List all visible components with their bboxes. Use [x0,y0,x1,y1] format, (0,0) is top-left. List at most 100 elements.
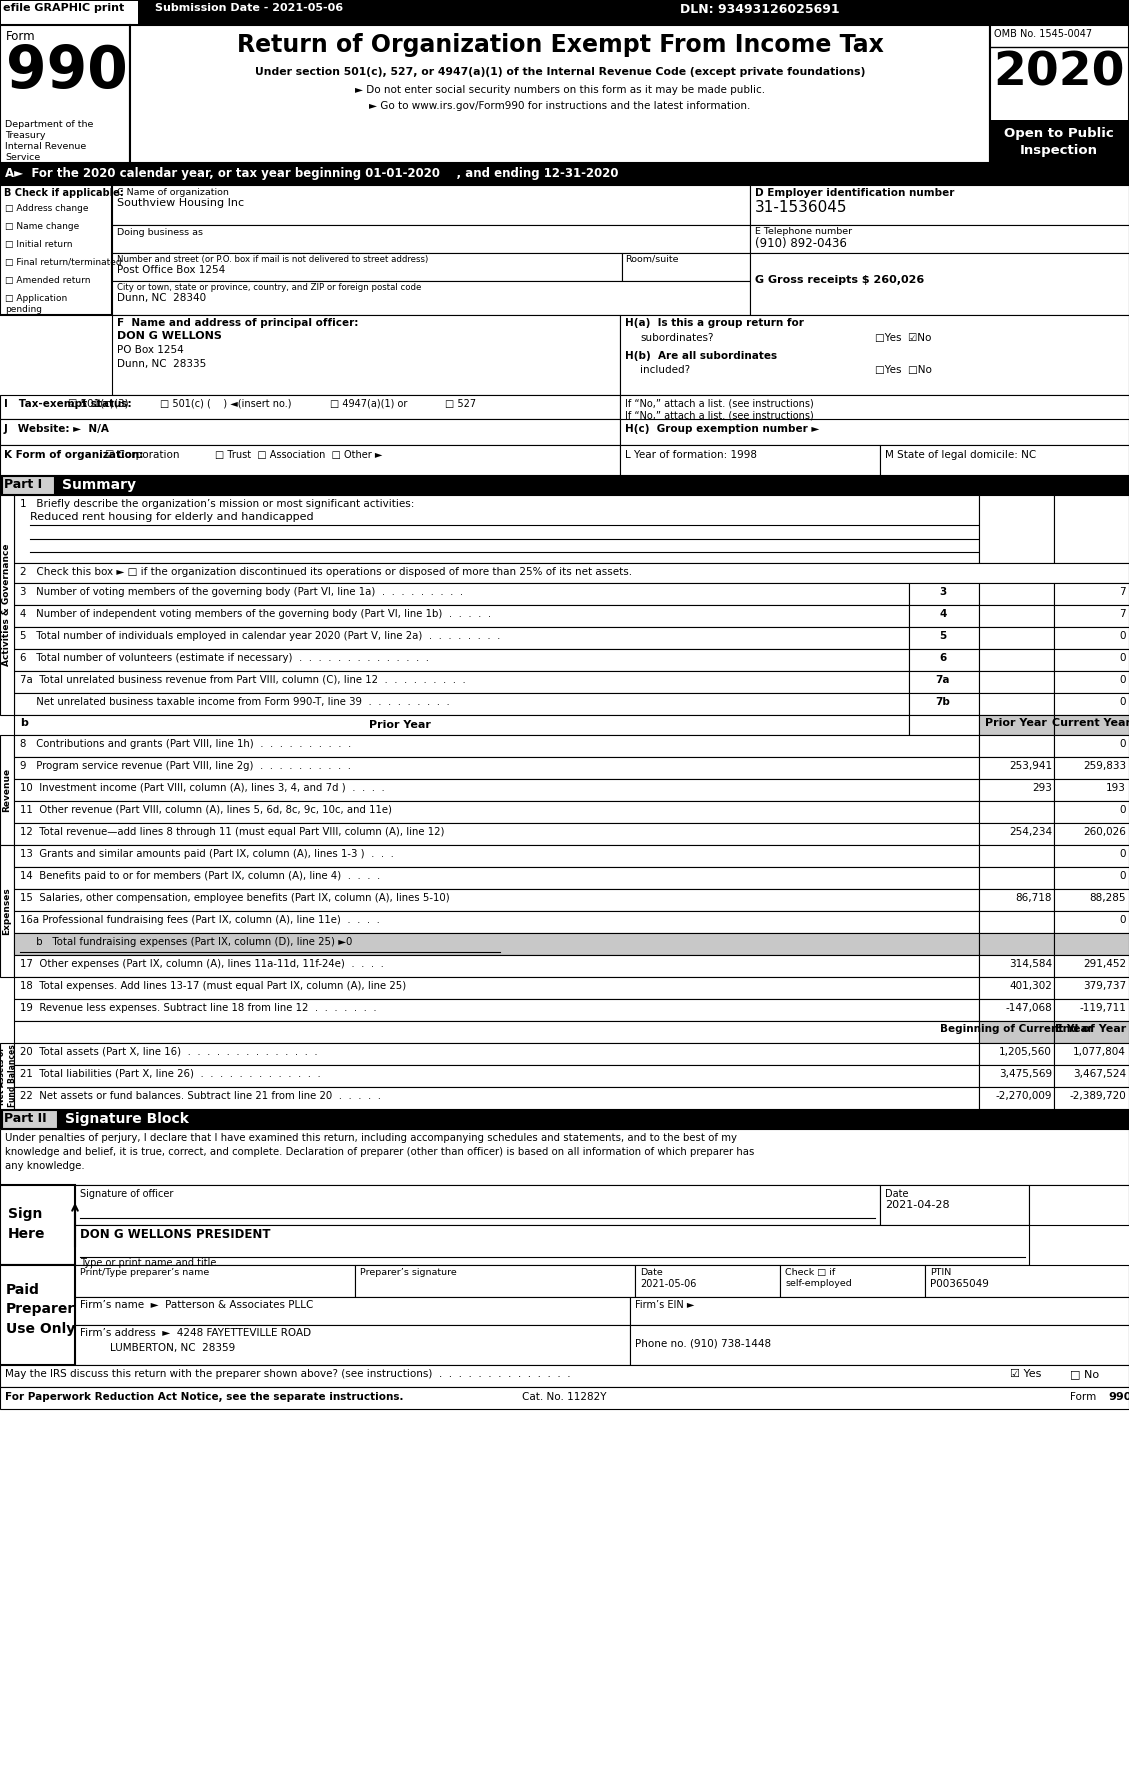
Text: May the IRS discuss this return with the preparer shown above? (see instructions: May the IRS discuss this return with the… [5,1368,570,1379]
Bar [14,824,979,845]
Bar [979,801,1054,824]
Bar [14,734,979,758]
Text: efile GRAPHIC print: efile GRAPHIC print [3,4,124,13]
Bar [14,845,979,867]
Bar [0,494,14,715]
Bar [14,715,909,734]
Bar [1054,845,1129,867]
Bar [14,758,979,779]
Text: 2   Check this box ► □ if the organization discontinued its operations or dispos: 2 Check this box ► □ if the organization… [20,568,632,577]
Text: 254,234: 254,234 [1009,827,1052,836]
Text: Check □ if
self-employed: Check □ if self-employed [785,1268,851,1288]
Text: PO Box 1254: PO Box 1254 [117,346,184,355]
Text: D Employer identification number: D Employer identification number [755,188,954,199]
Text: 12  Total revenue—add lines 8 through 11 (must equal Part VIII, column (A), line: 12 Total revenue—add lines 8 through 11 … [20,827,445,836]
Bar [14,867,979,888]
Bar [979,867,1054,888]
Text: Firm’s EIN ►: Firm’s EIN ► [634,1300,694,1309]
Bar [620,444,879,475]
Text: 7b: 7b [936,697,951,707]
Text: Beginning of Current Year: Beginning of Current Year [939,1024,1093,1033]
Bar [750,253,1129,315]
Text: 11  Other revenue (Part VIII, column (A), lines 5, 6d, 8c, 9c, 10c, and 11e): 11 Other revenue (Part VIII, column (A),… [20,804,392,815]
Text: For Paperwork Reduction Act Notice, see the separate instructions.: For Paperwork Reduction Act Notice, see … [5,1392,403,1402]
Text: -119,711: -119,711 [1079,1003,1126,1014]
Text: □ 527: □ 527 [445,399,476,408]
Text: Dunn, NC  28335: Dunn, NC 28335 [117,358,207,369]
Bar [1054,584,1129,605]
Bar [979,1087,1054,1109]
Text: C Name of organization: C Name of organization [117,188,229,197]
Bar [112,281,750,315]
Bar [14,648,909,672]
Text: F  Name and address of principal officer:: F Name and address of principal officer: [117,319,358,328]
Text: 3,467,524: 3,467,524 [1073,1069,1126,1078]
Text: End of Year: End of Year [1056,1024,1127,1033]
Bar [14,955,979,978]
Text: 0: 0 [1120,654,1126,663]
Bar [14,627,909,648]
Text: ☑ Yes: ☑ Yes [1010,1368,1041,1379]
Text: ► Go to www.irs.gov/Form990 for instructions and the latest information.: ► Go to www.irs.gov/Form990 for instruct… [369,100,751,111]
Bar [1054,693,1129,715]
Text: I   Tax-exempt status:: I Tax-exempt status: [5,399,132,408]
Bar [1054,648,1129,672]
Bar [1054,1066,1129,1087]
Bar [1054,715,1129,734]
Text: DON G WELLONS: DON G WELLONS [117,331,222,340]
Bar [979,494,1054,562]
Text: □Yes  □No: □Yes □No [875,365,931,374]
Bar [0,1365,1129,1386]
Text: Signature of officer: Signature of officer [80,1189,174,1198]
Bar [620,315,1129,396]
Text: 260,026: 260,026 [1083,827,1126,836]
Text: b   Total fundraising expenses (Part IX, column (D), line 25) ►0: b Total fundraising expenses (Part IX, c… [20,937,352,947]
Bar [14,912,979,933]
Bar [0,419,620,444]
Text: (910) 892-0436: (910) 892-0436 [755,236,847,251]
Text: 4   Number of independent voting members of the governing body (Part VI, line 1b: 4 Number of independent voting members o… [20,609,491,620]
Text: Reduced rent housing for elderly and handicapped: Reduced rent housing for elderly and han… [30,512,314,521]
Bar [0,25,130,163]
Text: Current Year: Current Year [1051,718,1129,727]
Bar [75,1186,879,1225]
Text: 15  Salaries, other compensation, employee benefits (Part IX, column (A), lines : 15 Salaries, other compensation, employe… [20,894,449,903]
Bar [1054,933,1129,955]
Bar [0,1109,1129,1128]
Text: 291,452: 291,452 [1083,958,1126,969]
Bar [1054,1087,1129,1109]
Bar [979,933,1054,955]
Bar [1054,627,1129,648]
Bar [0,475,1129,494]
Bar [14,1087,979,1109]
Bar [1054,672,1129,693]
Bar [979,1066,1054,1087]
Text: H(c)  Group exemption number ►: H(c) Group exemption number ► [625,424,820,433]
Text: 7: 7 [1119,587,1126,596]
Bar [14,933,979,955]
Text: 9   Program service revenue (Part VIII, line 2g)  .  .  .  .  .  .  .  .  .  .: 9 Program service revenue (Part VIII, li… [20,761,351,770]
Text: 7: 7 [1119,609,1126,620]
Bar [0,1042,14,1109]
Bar [979,779,1054,801]
Text: 6   Total number of volunteers (estimate if necessary)  .  .  .  .  .  .  .  .  : 6 Total number of volunteers (estimate i… [20,654,429,663]
Text: ► Do not enter social security numbers on this form as it may be made public.: ► Do not enter social security numbers o… [355,84,765,95]
Text: included?: included? [640,365,690,374]
Text: K Form of organization:: K Form of organization: [5,450,143,460]
Bar [75,1325,630,1365]
Text: 10  Investment income (Part VIII, column (A), lines 3, 4, and 7d )  .  .  .  .: 10 Investment income (Part VIII, column … [20,783,385,793]
Text: A►  For the 2020 calendar year, or tax year beginning 01-01-2020    , and ending: A► For the 2020 calendar year, or tax ye… [5,167,619,181]
Bar [990,120,1129,163]
Text: DLN: 93493126025691: DLN: 93493126025691 [680,4,840,16]
Text: 0: 0 [1120,630,1126,641]
Bar [14,888,979,912]
Text: Part I: Part I [5,478,42,491]
Bar [1054,978,1129,999]
Bar [0,845,14,978]
Text: 2020: 2020 [994,50,1124,97]
Bar [14,1021,979,1042]
Text: Date: Date [640,1268,663,1277]
Bar [1054,824,1129,845]
Text: 22  Net assets or fund balances. Subtract line 21 from line 20  .  .  .  .  .: 22 Net assets or fund balances. Subtract… [20,1091,380,1101]
Bar [622,253,750,281]
